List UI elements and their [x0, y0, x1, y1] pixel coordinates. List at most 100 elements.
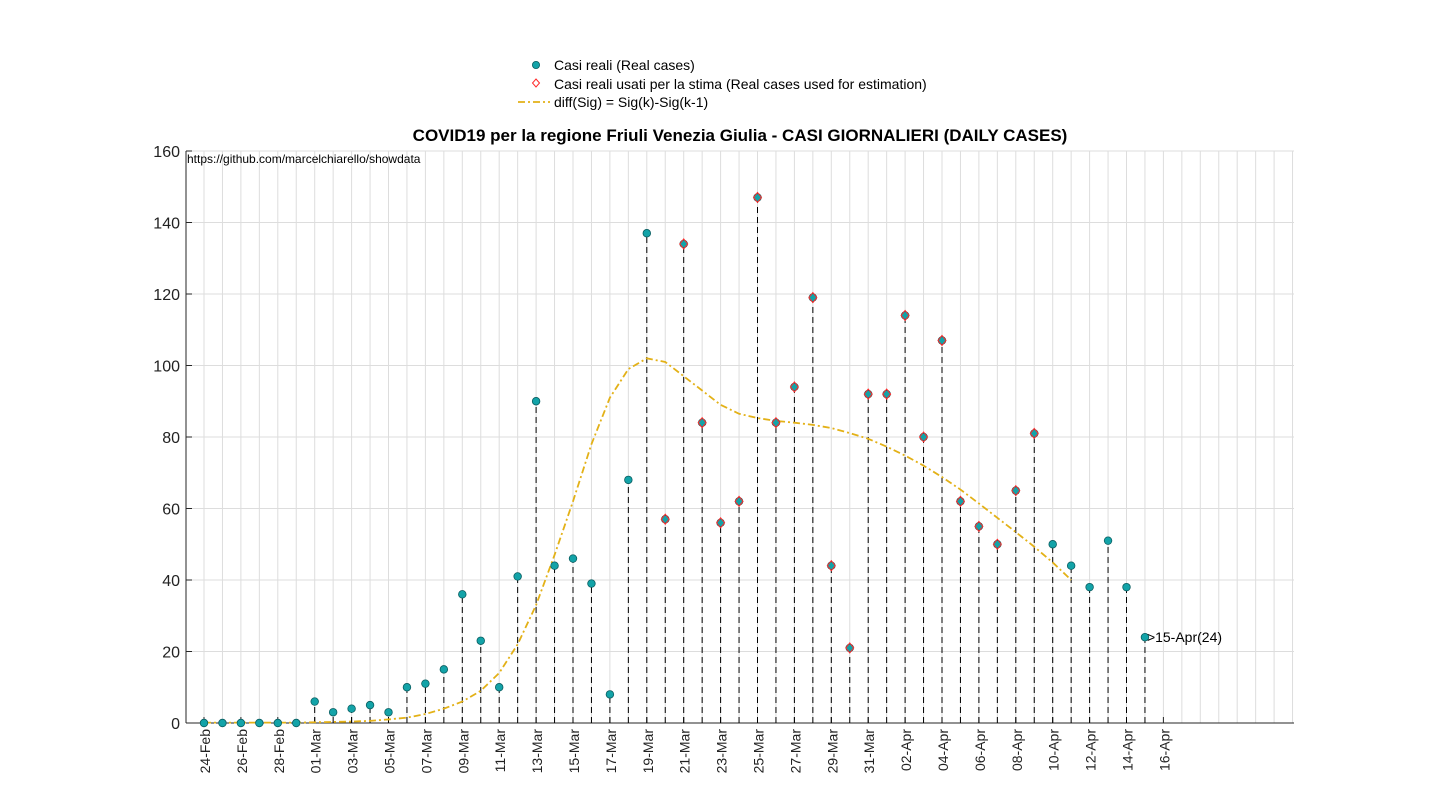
x-tick-label: 23-Mar: [714, 729, 730, 774]
real-case-point: [384, 708, 393, 717]
estimation-point: [771, 416, 781, 429]
legend-real-marker: [532, 61, 541, 70]
estimation-point: [808, 291, 818, 304]
y-tick-label: 100: [153, 359, 180, 376]
real-case-point: [956, 497, 965, 506]
x-tick-label: 19-Mar: [640, 729, 656, 774]
x-tick-label: 26-Feb: [234, 729, 250, 774]
x-tick-label: 03-Mar: [345, 729, 361, 774]
real-case-point: [1103, 536, 1113, 545]
estimation-point: [734, 495, 744, 508]
x-tick-label: 02-Apr: [898, 729, 914, 771]
estimation-point: [845, 642, 855, 654]
real-case-point: [255, 718, 264, 728]
real-case-point: [421, 679, 430, 688]
real-case-point: [1140, 633, 1150, 642]
estimation-point: [715, 516, 726, 529]
x-tick-label: 06-Apr: [972, 729, 988, 771]
y-tick-label: 160: [153, 144, 180, 161]
real-case-point: [882, 389, 891, 399]
chart-title: COVID19 per la regione Friuli Venezia Gi…: [413, 126, 1068, 145]
real-case-point: [568, 554, 578, 563]
x-tick-label: 31-Mar: [861, 729, 877, 774]
real-case-point: [495, 683, 504, 692]
x-tick-label: 16-Apr: [1156, 729, 1172, 771]
real-case-point: [827, 561, 836, 570]
x-tick-label: 07-Mar: [418, 729, 434, 774]
legend: Casi reali (Real cases) Casi reali usati…: [518, 57, 927, 110]
estimation-point: [660, 513, 670, 526]
real-case-point: [679, 239, 688, 249]
y-tick-label: 60: [162, 502, 180, 519]
estimation-point: [992, 538, 1002, 551]
real-case-point: [292, 718, 301, 728]
real-case-point: [605, 690, 615, 699]
real-case-point: [900, 311, 910, 320]
real-case-point: [310, 697, 319, 706]
real-case-point: [587, 579, 596, 588]
real-case-point: [402, 683, 412, 692]
real-case-point: [513, 572, 522, 581]
real-case-point: [753, 193, 762, 202]
real-case-point: [347, 704, 356, 713]
x-tick-label: 17-Mar: [603, 729, 619, 774]
real-case-point: [771, 418, 781, 427]
real-case-point: [1048, 540, 1057, 549]
x-tick-label: 13-Mar: [529, 729, 545, 774]
estimation-point: [679, 238, 689, 250]
legend-real-label: Casi reali (Real cases): [554, 57, 695, 73]
x-tick-label: 04-Apr: [935, 729, 951, 771]
real-case-point: [734, 497, 744, 506]
real-case-point: [845, 643, 854, 653]
x-tick-label: 27-Mar: [787, 729, 803, 774]
real-case-point: [661, 515, 670, 524]
real-case-point: [476, 636, 485, 645]
x-tick-label: 29-Mar: [824, 729, 840, 774]
real-case-point: [1011, 486, 1020, 495]
real-case-point: [808, 293, 818, 302]
last-point-annotation: >15-Apr(24): [1147, 629, 1222, 645]
real-case-point: [642, 229, 651, 238]
x-tick-label: 28-Feb: [271, 729, 287, 774]
real-case-point: [236, 718, 246, 728]
estimation-point: [863, 388, 873, 400]
real-case-point: [624, 475, 633, 485]
real-case-point: [919, 432, 928, 442]
real-case-point: [439, 665, 449, 674]
estimation-point: [826, 559, 836, 572]
real-case-point: [273, 718, 282, 728]
real-case-point: [937, 336, 947, 345]
legend-diff-label: diff(Sig) = Sig(k)-Sig(k-1): [554, 94, 708, 110]
x-tick-label: 14-Apr: [1120, 729, 1136, 771]
legend-used-marker: [531, 78, 541, 88]
source-url: https://github.com/marcelchiarello/showd…: [187, 152, 421, 166]
real-case-point: [993, 540, 1002, 549]
real-case-point: [1030, 429, 1039, 438]
real-case-point: [365, 700, 375, 710]
real-case-point: [1085, 582, 1094, 592]
x-tick-label: 25-Mar: [751, 729, 767, 774]
estimation-point: [697, 416, 707, 429]
y-tick-label: 20: [162, 645, 180, 662]
estimation-point: [918, 431, 929, 443]
x-tick-label: 01-Mar: [308, 729, 324, 774]
real-case-point: [864, 389, 873, 399]
legend-used-label: Casi reali usati per la stima (Real case…: [554, 76, 927, 92]
diff-sig-line: [204, 357, 1072, 724]
y-tick-label: 80: [162, 430, 180, 447]
estimation-point: [974, 520, 984, 533]
real-case-point: [458, 590, 467, 599]
x-tick-label: 15-Mar: [566, 729, 582, 774]
estimation-point: [1029, 427, 1039, 440]
y-tick-label: 140: [153, 216, 180, 233]
estimation-point: [900, 309, 910, 322]
y-tick-label: 40: [162, 573, 180, 590]
real-case-point: [328, 708, 338, 717]
estimation-point: [882, 388, 892, 400]
plot-area: 0 20 40 60 80 100 120 140 160 24-Feb 26-Feb 28-Feb 0…: [153, 144, 1294, 773]
real-case-point: [550, 561, 559, 570]
real-case-point: [218, 718, 227, 728]
x-tick-label: 10-Apr: [1046, 729, 1062, 771]
real-case-point: [199, 718, 209, 728]
